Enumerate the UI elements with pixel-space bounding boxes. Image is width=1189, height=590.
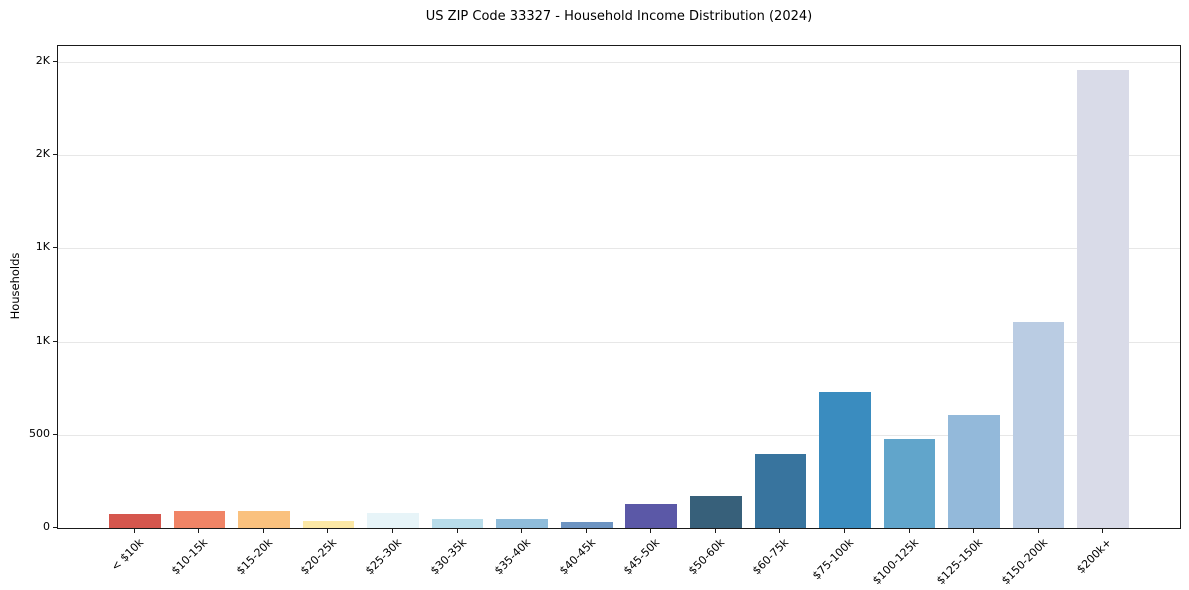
y-tick-mark: [53, 247, 57, 249]
bar-$35-40k: [496, 519, 548, 528]
bar-$150-200k: [1012, 322, 1065, 528]
bar-$20-25k: [302, 521, 355, 528]
y-tick-label: 1K: [35, 333, 50, 347]
x-tick-mark: [908, 529, 910, 533]
bar-< $10k: [109, 514, 161, 528]
x-tick-label: $25-30k: [362, 536, 405, 578]
x-tick-mark: [133, 529, 135, 533]
x-tick-label: $200k+: [1074, 536, 1115, 577]
y-tick-mark: [53, 340, 57, 342]
bar-$200k+: [1077, 69, 1129, 528]
bar-$30-35k: [431, 519, 484, 528]
x-tick-label: $50-60k: [685, 536, 728, 578]
x-tick-label: $40-45k: [556, 536, 598, 578]
plot-area: [57, 45, 1181, 529]
bar-$50-60k: [690, 495, 742, 528]
y-tick-label: 2K: [35, 147, 50, 161]
bar-$100-125k: [883, 438, 936, 528]
bar-$125-150k: [948, 415, 1000, 528]
y-tick-label: 500: [29, 426, 50, 440]
x-tick-label: $125-150k: [934, 536, 986, 588]
gridline-1K: [58, 248, 1180, 250]
x-tick-mark: [973, 529, 975, 533]
gridline-500: [58, 434, 1180, 436]
y-axis-label: Households: [8, 252, 22, 320]
x-tick-label: $10-15k: [169, 536, 211, 578]
x-tick-label: $150-200k: [998, 536, 1050, 588]
bar-$10-15k: [173, 510, 226, 528]
x-tick-mark: [198, 529, 200, 533]
x-tick-label: $30-35k: [427, 536, 469, 578]
y-tick-label: 0: [43, 520, 50, 533]
bar-$45-50k: [625, 503, 678, 528]
x-tick-label: $15-20k: [233, 536, 276, 578]
x-tick-mark: [521, 529, 523, 533]
x-tick-mark: [456, 529, 458, 533]
x-tick-mark: [843, 529, 845, 533]
y-tick-label: 1K: [35, 240, 50, 254]
bar-$15-20k: [238, 511, 290, 528]
x-tick-mark: [714, 529, 716, 533]
x-tick-mark: [650, 529, 652, 533]
y-tick-mark: [53, 154, 57, 156]
gridline-1K: [58, 341, 1180, 343]
x-tick-mark: [327, 529, 329, 533]
x-tick-mark: [779, 529, 781, 533]
y-tick-label: 2K: [35, 54, 50, 68]
gridline-2K: [58, 155, 1180, 157]
gridline-2K: [58, 62, 1180, 64]
x-tick-label: $75-100k: [809, 536, 857, 583]
bar-$75-100k: [819, 391, 871, 528]
x-tick-mark: [392, 529, 394, 533]
x-tick-label: $60-75k: [750, 536, 792, 578]
x-tick-mark: [585, 529, 587, 533]
y-tick-mark: [53, 527, 57, 528]
x-tick-label: < $10k: [108, 536, 147, 574]
x-tick-mark: [1037, 529, 1039, 533]
x-tick-mark: [262, 529, 264, 533]
x-tick-label: $45-50k: [621, 536, 663, 578]
bar-$25-30k: [367, 513, 419, 528]
x-tick-mark: [1102, 529, 1104, 533]
bar-$40-45k: [560, 521, 613, 528]
chart-title: US ZIP Code 33327 - Household Income Dis…: [425, 9, 813, 24]
bar-$60-75k: [754, 454, 807, 528]
x-tick-label: $20-25k: [298, 536, 340, 578]
y-tick-mark: [53, 433, 57, 435]
x-tick-label: $100-125k: [869, 536, 921, 588]
y-tick-mark: [53, 61, 57, 63]
x-tick-label: $35-40k: [492, 536, 534, 578]
